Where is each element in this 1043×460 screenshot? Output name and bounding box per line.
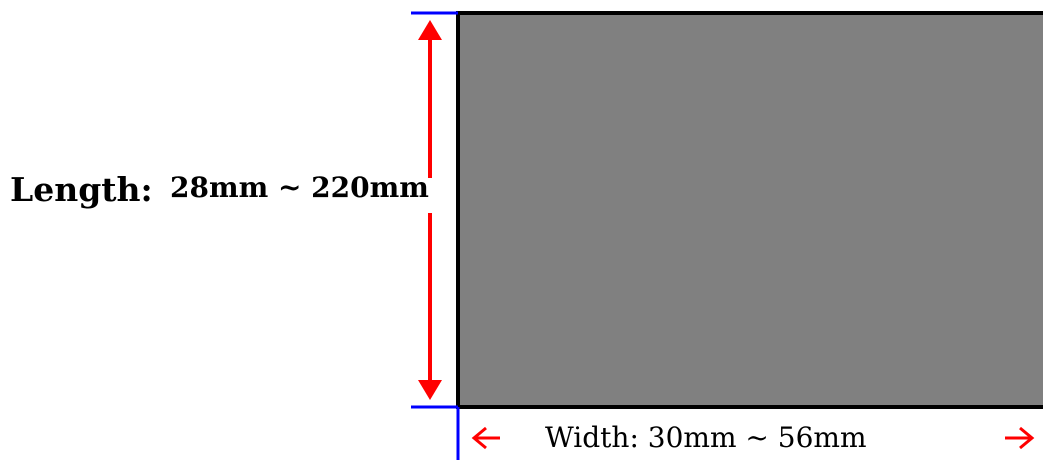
panel-rectangle: [456, 11, 1043, 409]
width-arrow-right: [1005, 426, 1035, 450]
length-range: 28mm ~ 220mm: [170, 171, 429, 204]
width-arrow-left: [471, 426, 500, 450]
length-label: Length:: [10, 170, 153, 209]
width-text: Width: 30mm ~ 56mm: [545, 420, 867, 456]
length-arrow: [418, 20, 442, 400]
width-range: 30mm ~ 56mm: [647, 421, 867, 454]
length-arrow-top-head: [418, 20, 442, 40]
width-label: Width:: [545, 421, 639, 454]
length-arrow-bottom-head: [418, 380, 442, 400]
